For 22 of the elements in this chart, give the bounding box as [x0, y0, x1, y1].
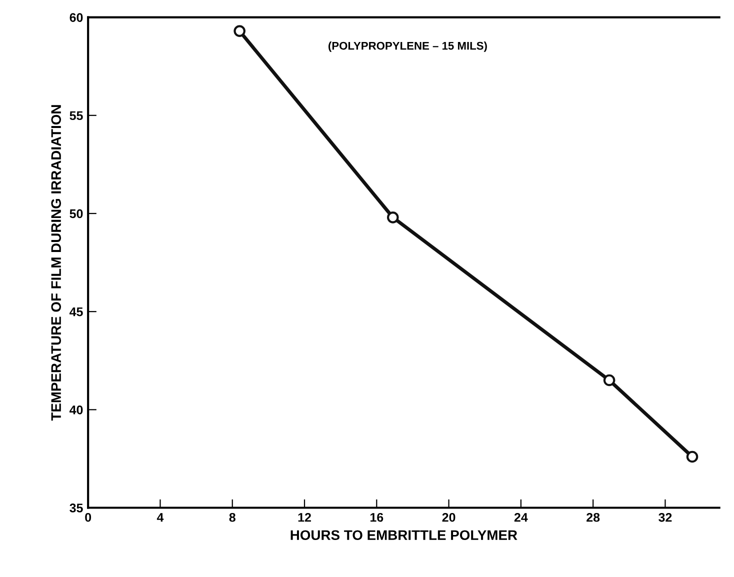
- x-tick-label: 0: [85, 512, 92, 522]
- y-tick-label: 35: [70, 504, 83, 512]
- point: [603, 374, 616, 386]
- x-tick-label: 24: [514, 512, 528, 522]
- y-tick-label: 40: [70, 405, 83, 414]
- point: [234, 25, 246, 37]
- y-tick-label: 60: [70, 13, 83, 22]
- x-tick-label: 12: [298, 512, 311, 522]
- x-tick-label: 32: [658, 512, 672, 522]
- x-tick-label: 16: [370, 512, 384, 522]
- annotation: (POLYPROPYLENE – 15 MILS): [328, 42, 487, 52]
- point: [386, 212, 399, 224]
- y-tick-label: 45: [70, 308, 83, 316]
- x-axis-title: HOURS TO EMBRITTLE POLYMER: [290, 530, 518, 540]
- x-tick-label: 8: [229, 512, 236, 522]
- point: [686, 450, 698, 463]
- y-axis-title: TEMPERATURE OF FILM DURING IRRADIATION: [51, 105, 62, 421]
- x-tick-label: 4: [156, 513, 164, 522]
- x-tick-label: 20: [442, 512, 456, 522]
- y-tick-label: 50: [70, 209, 83, 218]
- y-tick-label: 55: [70, 111, 83, 120]
- x-tick-label: 28: [586, 512, 600, 522]
